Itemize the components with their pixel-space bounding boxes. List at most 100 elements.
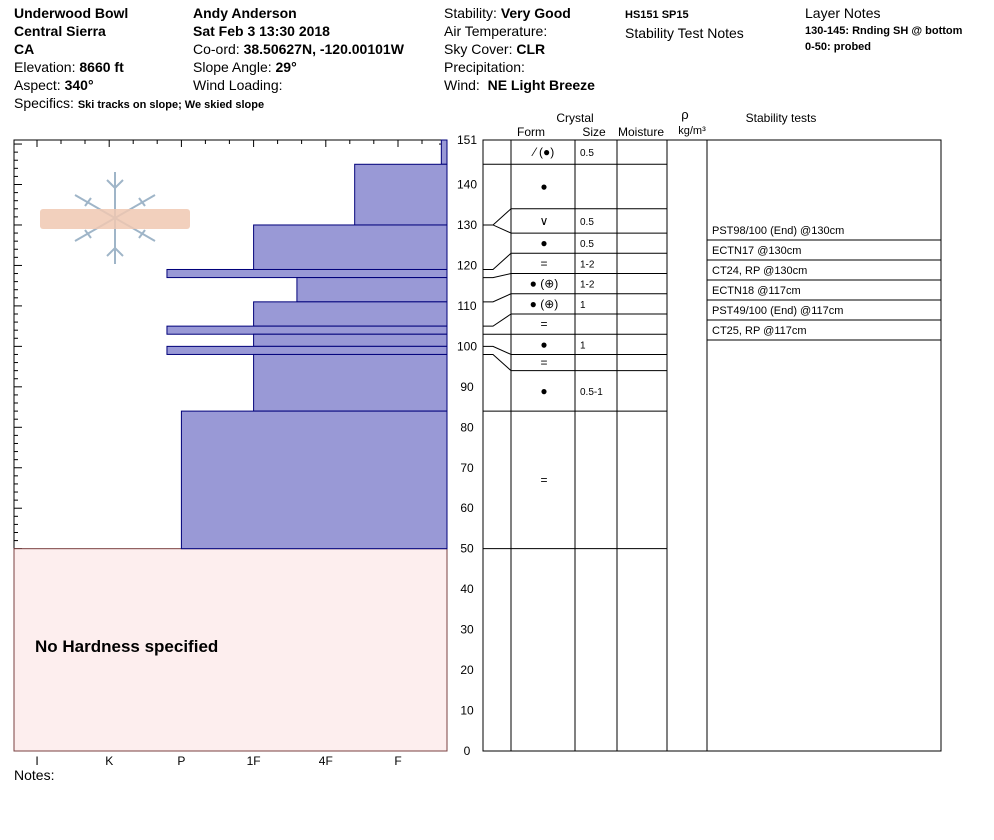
grain-size: 1 <box>580 340 586 351</box>
hardness-scale-label: 4F <box>319 754 333 768</box>
hardness-scale-label: F <box>394 754 401 768</box>
hardness-bar <box>166 325 448 335</box>
hardness-bar <box>253 353 448 412</box>
stability-test: ECTN18 @117cm <box>712 285 801 297</box>
grain-size: 1 <box>580 300 586 311</box>
stability-tests-header: Stability tests <box>746 111 817 125</box>
slope-angle: Slope Angle: 29° <box>193 59 297 75</box>
elevation: Elevation: 8660 ft <box>14 59 124 75</box>
hardness-bar <box>253 224 448 270</box>
height-label: 30 <box>460 623 474 637</box>
grain-size: 0.5-1 <box>580 387 603 398</box>
sky-cover: Sky Cover: CLR <box>444 41 546 57</box>
form-header: Form <box>517 125 545 139</box>
range: Central Sierra <box>14 23 106 39</box>
density-unit: kg/m³ <box>678 125 706 137</box>
height-label: 60 <box>460 501 474 515</box>
hardness-bar <box>180 410 448 550</box>
height-label: 100 <box>457 339 477 353</box>
stability-test-notes: Stability Test Notes <box>625 25 744 41</box>
aspect: Aspect: 340° <box>14 77 94 93</box>
height-label: 140 <box>457 178 477 192</box>
grain-form: ● (⊕) <box>530 297 559 311</box>
location: Underwood Bowl <box>14 5 129 21</box>
height-label: 110 <box>457 299 476 313</box>
height-label: 70 <box>460 461 474 475</box>
hardness-bar <box>253 301 448 327</box>
hardness-scale-label: K <box>105 754 113 768</box>
height-label: 50 <box>460 542 474 556</box>
layer-note: 130-145: Rnding SH @ bottom <box>805 25 963 37</box>
grain-form: = <box>540 317 547 331</box>
hardness-bar <box>440 139 448 165</box>
stability-test: PST98/100 (End) @130cm <box>712 225 844 237</box>
grain-form: ● <box>540 384 547 398</box>
hardness-bar <box>354 163 448 226</box>
wind-loading: Wind Loading: <box>193 77 283 93</box>
hardness-bar <box>166 268 448 279</box>
snowflake-logo-icon <box>40 172 190 264</box>
coordinates: Co-ord: 38.50627N, -120.00101W <box>193 41 404 57</box>
height-label: 10 <box>460 704 474 718</box>
no-hardness-label: No Hardness specified <box>35 637 218 656</box>
height-label: 40 <box>460 582 474 596</box>
grain-form: ● (⊕) <box>530 277 559 291</box>
layer-connector <box>483 353 512 372</box>
hardness-scale-label: I <box>35 754 38 768</box>
datetime: Sat Feb 3 13:30 2018 <box>193 23 330 39</box>
moisture-header: Moisture <box>618 125 664 139</box>
grain-form: = <box>540 356 547 370</box>
layer-notes-title: Layer Notes <box>805 5 881 21</box>
layer-table-frame <box>482 139 942 752</box>
hardness-bar <box>166 345 448 355</box>
grain-size: 1-2 <box>580 259 595 270</box>
grain-form: ⁄ (●) <box>531 145 555 159</box>
grain-form: = <box>540 256 547 270</box>
layer-connector <box>483 293 512 303</box>
specifics: Specifics: Ski tracks on slope; We skied… <box>14 95 265 111</box>
layer-connector <box>483 252 512 270</box>
height-label: 20 <box>460 663 474 677</box>
layer-connector <box>483 208 512 226</box>
state: CA <box>14 41 35 57</box>
grain-form: ∨ <box>540 214 549 228</box>
layer-note: 0-50: probed <box>805 41 872 53</box>
grain-form: ● <box>540 236 547 250</box>
hardness-scale-label: 1F <box>247 754 261 768</box>
grain-size: 0.5 <box>580 217 594 228</box>
height-label: 120 <box>457 258 477 272</box>
density-header: ρ <box>681 107 688 122</box>
layer-connector <box>483 345 512 355</box>
notes-label: Notes: <box>14 767 55 783</box>
hardness-bar <box>253 333 448 347</box>
layer-connector <box>483 313 512 327</box>
height-label: 130 <box>457 218 477 232</box>
grain-form: = <box>540 473 547 487</box>
no-hardness-zone <box>13 548 448 752</box>
air-temperature: Air Temperature: <box>444 23 548 39</box>
height-label: 151 <box>457 133 477 147</box>
grain-form: ● <box>540 337 547 351</box>
wind: Wind: NE Light Breeze <box>444 77 595 93</box>
hardness-scale-label: P <box>177 754 185 768</box>
stability-test: CT25, RP @117cm <box>712 325 807 337</box>
size-header: Size <box>582 125 606 139</box>
hs-sp: HS151 SP15 <box>625 9 689 21</box>
layer-connector <box>483 224 512 234</box>
crystal-header: Crystal <box>556 111 593 125</box>
grain-size: 1-2 <box>580 280 595 291</box>
layer-connector <box>483 273 512 279</box>
grain-size: 0.5 <box>580 148 594 159</box>
height-label: 0 <box>464 744 471 758</box>
grain-size: 0.5 <box>580 239 594 250</box>
stability: Stability: Very Good <box>444 5 571 21</box>
height-label: 90 <box>460 380 474 394</box>
precipitation: Precipitation: <box>444 59 525 75</box>
observer: Andy Anderson <box>193 5 297 21</box>
stability-test: ECTN17 @130cm <box>712 245 801 257</box>
stability-test: PST49/100 (End) @117cm <box>712 305 843 317</box>
grain-form: ● <box>540 180 547 194</box>
hardness-bar <box>296 277 448 303</box>
stability-test: CT24, RP @130cm <box>712 265 807 277</box>
